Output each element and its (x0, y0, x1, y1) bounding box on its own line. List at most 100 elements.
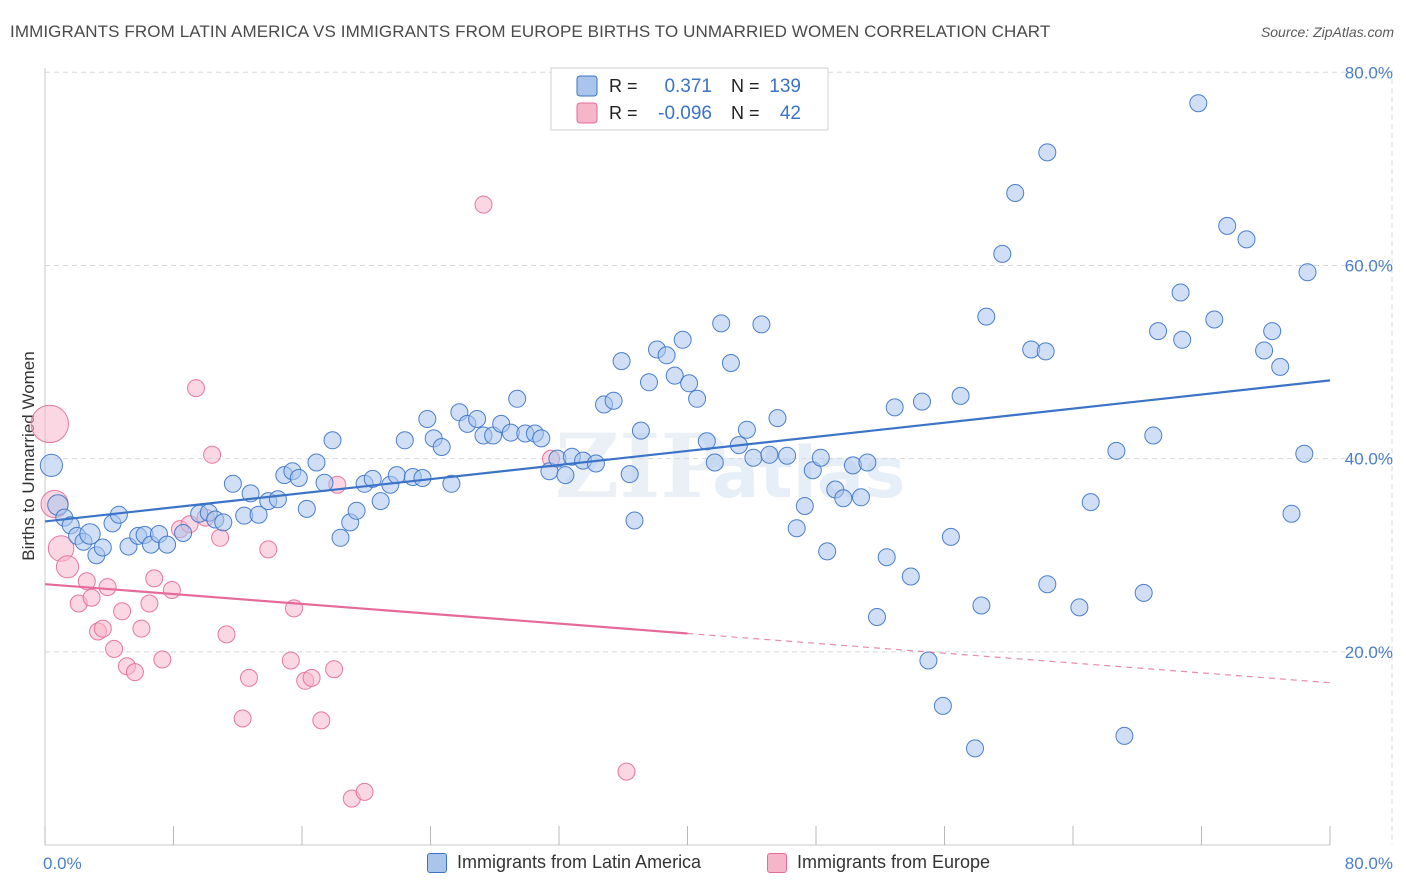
blue-point (858, 453, 877, 472)
chart-title: IMMIGRANTS FROM LATIN AMERICA VS IMMIGRA… (10, 22, 1051, 41)
y-tick-label: 80.0% (1345, 63, 1393, 82)
pink-point (113, 602, 132, 621)
blue-point (1255, 341, 1274, 360)
pink-point (105, 639, 124, 658)
legend-r-label-pink: R = (609, 103, 638, 123)
y-axis-label: Births to Unmarried Women (19, 351, 38, 560)
pink-point (355, 782, 374, 801)
blue-point (620, 465, 639, 484)
blue-point (1107, 441, 1126, 460)
pink-point (98, 578, 117, 597)
blue-point (268, 490, 287, 509)
pink-point (30, 404, 69, 444)
pink-point (217, 625, 236, 644)
pink-point (153, 650, 172, 669)
blue-point (323, 431, 342, 450)
blue-point (1149, 322, 1168, 341)
pink-point (93, 619, 112, 638)
source-label: Source: ZipAtlas.com (1260, 24, 1394, 40)
blue-point (1038, 143, 1057, 162)
blue-point (680, 374, 699, 393)
blue-point (1237, 230, 1256, 249)
blue-point (1134, 583, 1153, 602)
x-tick-label-min: 0.0% (43, 854, 82, 873)
legend-n-label-blue: N = (731, 76, 760, 96)
blue-point (79, 523, 101, 545)
blue-point (612, 352, 631, 371)
blue-point (331, 528, 350, 547)
y-tick-label: 20.0% (1345, 643, 1393, 662)
blue-point (795, 497, 814, 515)
blue-point (818, 542, 837, 561)
legend-r-value-blue: 0.371 (664, 76, 712, 97)
blue-point (1006, 184, 1025, 202)
blue-point (977, 307, 996, 326)
blue-point (289, 469, 308, 487)
legend-n-label-pink: N = (731, 103, 760, 123)
pink-point (187, 379, 205, 398)
y-tick-label: 60.0% (1345, 256, 1393, 275)
blue-point (297, 499, 316, 518)
blue-point (811, 448, 830, 467)
blue-point (1295, 444, 1314, 463)
blue-point (39, 453, 64, 477)
trendlines (44, 379, 1331, 684)
bottom-legend-item-europe: Immigrants from Europe (767, 852, 990, 873)
pink-point (281, 651, 300, 670)
blue-point (1115, 726, 1134, 745)
blue-point (852, 488, 870, 507)
blue-point (1038, 575, 1057, 594)
legend-r-label-blue: R = (609, 76, 638, 96)
blue-point (158, 535, 177, 554)
blue-point (1081, 493, 1100, 512)
blue-point (721, 354, 740, 372)
bottom-legend: Immigrants from Latin America Immigrants… (0, 852, 1406, 880)
blue-point (631, 421, 650, 440)
blue-point (951, 386, 970, 405)
legend-swatch-blue (576, 75, 598, 97)
blue-point (395, 431, 414, 450)
blue-point (778, 446, 797, 465)
x-tick-labels: 0.0% 80.0% (43, 854, 1393, 873)
axes (44, 68, 1331, 846)
blue-point (885, 398, 904, 417)
pink-series-points (30, 195, 636, 808)
blue-point (508, 389, 527, 408)
blue-point (93, 538, 112, 557)
blue-point (432, 438, 451, 456)
blue-point (586, 454, 605, 473)
pink-point (211, 528, 230, 547)
blue-point (966, 739, 984, 758)
trendline-blue (44, 379, 1331, 523)
blue-series-points (39, 94, 1317, 758)
legend-n-value-pink: 42 (780, 103, 801, 124)
blue-point (1263, 322, 1282, 341)
trendline-pink-dashed (687, 632, 1331, 684)
blue-point (877, 548, 896, 567)
pink-point (125, 663, 144, 682)
bottom-legend-swatch-pink (767, 852, 787, 873)
y-tick-label: 40.0% (1345, 450, 1393, 469)
blue-point (307, 453, 326, 472)
blue-point (744, 448, 763, 467)
pink-point (77, 572, 96, 591)
blue-point (1271, 357, 1290, 376)
blue-point (901, 567, 920, 586)
blue-point (1282, 504, 1301, 523)
pink-point (82, 588, 101, 607)
blue-point (413, 469, 432, 487)
pink-point (233, 709, 252, 728)
blue-point (1144, 426, 1163, 445)
bottom-legend-item-latin-america: Immigrants from Latin America (427, 852, 701, 873)
pink-point (240, 668, 258, 687)
blue-point (468, 410, 487, 428)
blue-point (174, 524, 193, 542)
bottom-legend-swatch-blue (427, 852, 447, 873)
blue-point (768, 409, 787, 428)
bottom-legend-label-pink: Immigrants from Europe (797, 852, 991, 872)
pink-point (312, 711, 331, 730)
blue-point (993, 244, 1012, 263)
blue-point (315, 473, 334, 492)
blue-point (657, 346, 676, 365)
blue-point (442, 474, 461, 493)
